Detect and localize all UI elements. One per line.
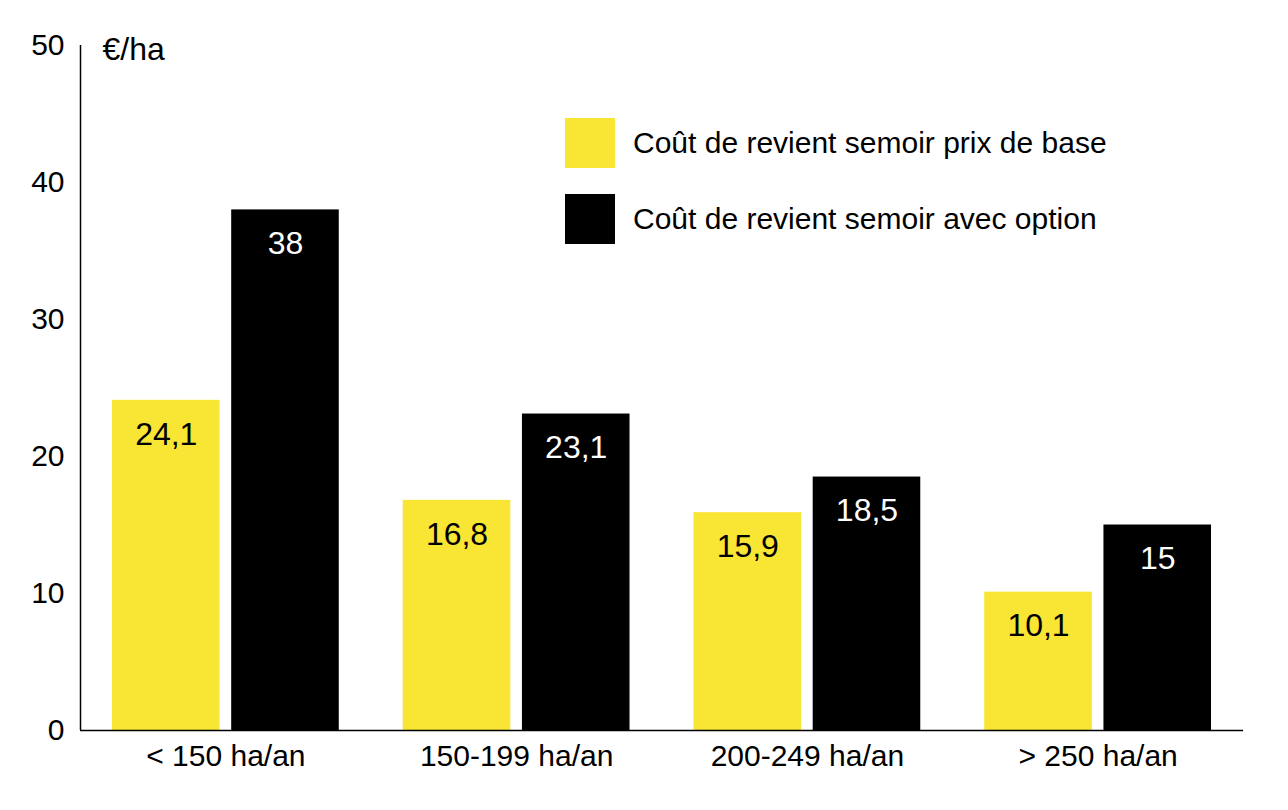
svg-text:15: 15 (1140, 540, 1176, 576)
svg-text:< 150 ha/an: < 150 ha/an (146, 739, 305, 772)
svg-text:0: 0 (48, 713, 65, 746)
svg-text:10: 10 (31, 576, 64, 609)
svg-text:50: 50 (31, 28, 64, 61)
html-text:Coût de revient semoir avec op: Coût de revient semoir avec option (633, 202, 1097, 235)
svg-text:€/ha: €/ha (103, 31, 165, 67)
html-text:Coût de revient semoir prix de: Coût de revient semoir prix de base (633, 126, 1107, 159)
svg-text:24,1: 24,1 (135, 416, 197, 452)
svg-text:15,9: 15,9 (717, 528, 779, 564)
svg-text:10,1: 10,1 (1007, 607, 1069, 643)
svg-text:38: 38 (268, 225, 304, 261)
svg-text:30: 30 (31, 302, 64, 335)
svg-text:> 250 ha/an: > 250 ha/an (1018, 739, 1177, 772)
svg-text:16,8: 16,8 (426, 516, 488, 552)
svg-text:200-249 ha/an: 200-249 ha/an (711, 739, 905, 772)
svg-text:40: 40 (31, 165, 64, 198)
svg-text:23,1: 23,1 (545, 429, 607, 465)
svg-text:20: 20 (31, 439, 64, 472)
svg-text:18,5: 18,5 (836, 492, 898, 528)
svg-text:150-199 ha/an: 150-199 ha/an (420, 739, 614, 772)
